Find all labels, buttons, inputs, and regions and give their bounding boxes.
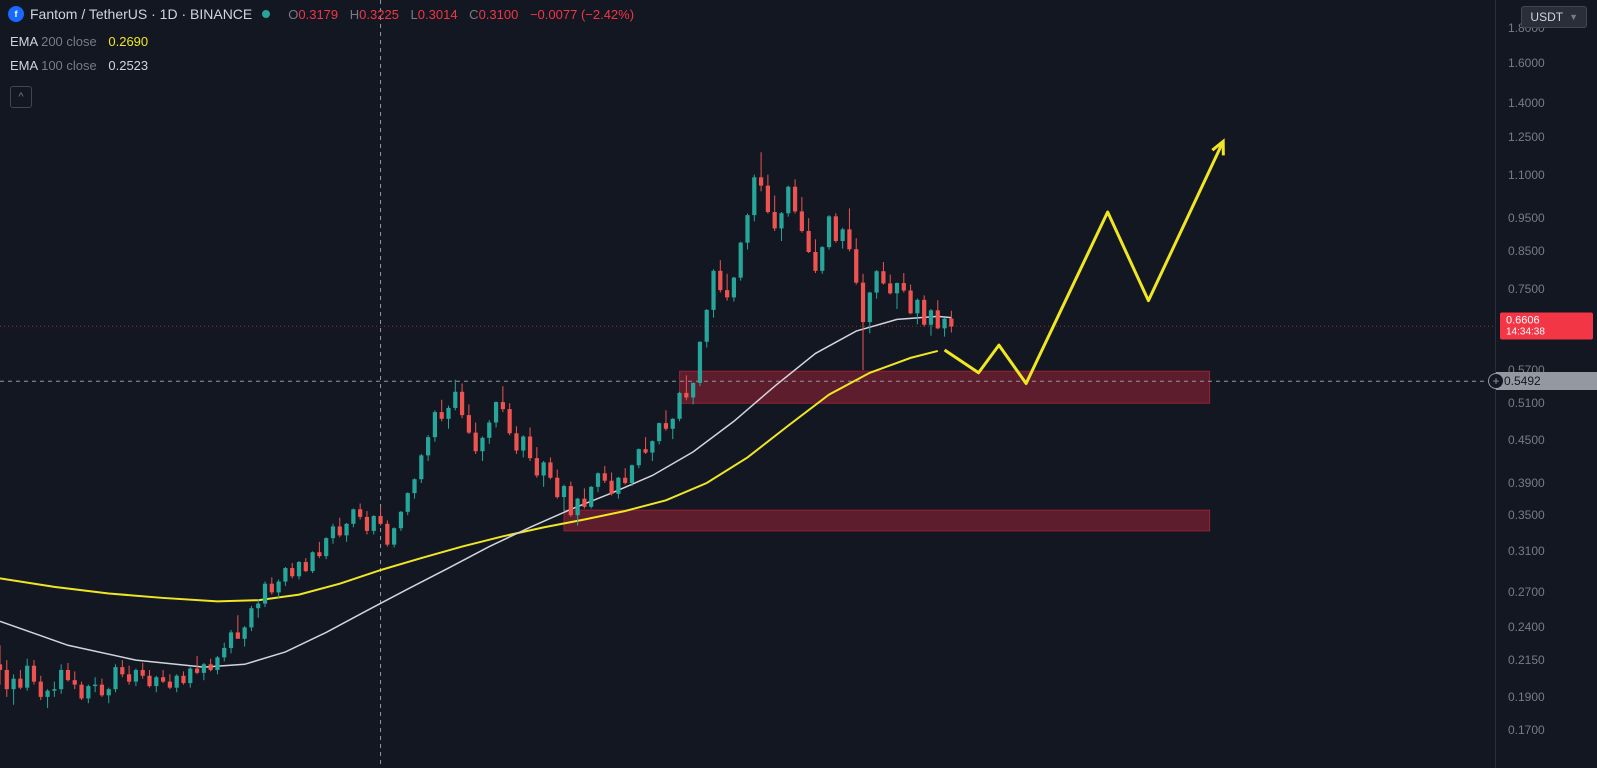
axis-tick: 0.3100 <box>1508 544 1545 558</box>
current-price-tag: 0.660614:34:38 <box>1500 313 1593 340</box>
ema200-value: 0.2690 <box>108 34 148 49</box>
axis-tick: 0.4500 <box>1508 433 1545 447</box>
chart-header: f Fantom / TetherUS · 1D · BINANCE O0.31… <box>8 6 634 22</box>
crosshair-price-tag: +0.5492 <box>1496 372 1597 390</box>
axis-tick: 0.2400 <box>1508 620 1545 634</box>
axis-tick: 0.2700 <box>1508 585 1545 599</box>
collapse-indicators-button[interactable]: ^ <box>10 86 32 108</box>
chart-panel[interactable] <box>0 0 1495 768</box>
axis-tick: 1.6000 <box>1508 56 1545 70</box>
axis-tick: 0.3500 <box>1508 508 1545 522</box>
axis-tick: 0.2150 <box>1508 653 1545 667</box>
chevron-up-icon: ^ <box>18 91 23 103</box>
axis-tick: 0.8500 <box>1508 244 1545 258</box>
axis-tick: 0.9500 <box>1508 211 1545 225</box>
currency-label: USDT <box>1530 10 1563 24</box>
market-status-icon <box>262 10 270 18</box>
price-axis[interactable]: 1.80001.60001.40001.25001.10000.95000.85… <box>1495 0 1597 768</box>
chevron-down-icon: ▼ <box>1569 12 1578 22</box>
axis-tick: 1.1000 <box>1508 168 1545 182</box>
symbol-title[interactable]: Fantom / TetherUS · 1D · BINANCE <box>30 6 252 22</box>
axis-tick: 0.1900 <box>1508 690 1545 704</box>
axis-tick: 0.5100 <box>1508 396 1545 410</box>
ohlc-readout: O0.3179 H0.3225 L0.3014 C0.3100 −0.0077 … <box>280 7 634 22</box>
indicator-ema200[interactable]: EMA 200 close 0.2690 <box>10 34 148 49</box>
axis-tick: 0.1700 <box>1508 723 1545 737</box>
axis-tick: 0.7500 <box>1508 282 1545 296</box>
ema100-value: 0.2523 <box>108 58 148 73</box>
currency-selector[interactable]: USDT ▼ <box>1521 6 1587 28</box>
axis-tick: 1.4000 <box>1508 96 1545 110</box>
axis-tick: 0.3900 <box>1508 476 1545 490</box>
symbol-icon: f <box>8 6 24 22</box>
indicator-ema100[interactable]: EMA 100 close 0.2523 <box>10 58 148 73</box>
axis-tick: 1.2500 <box>1508 130 1545 144</box>
chart-svg <box>0 0 1495 768</box>
